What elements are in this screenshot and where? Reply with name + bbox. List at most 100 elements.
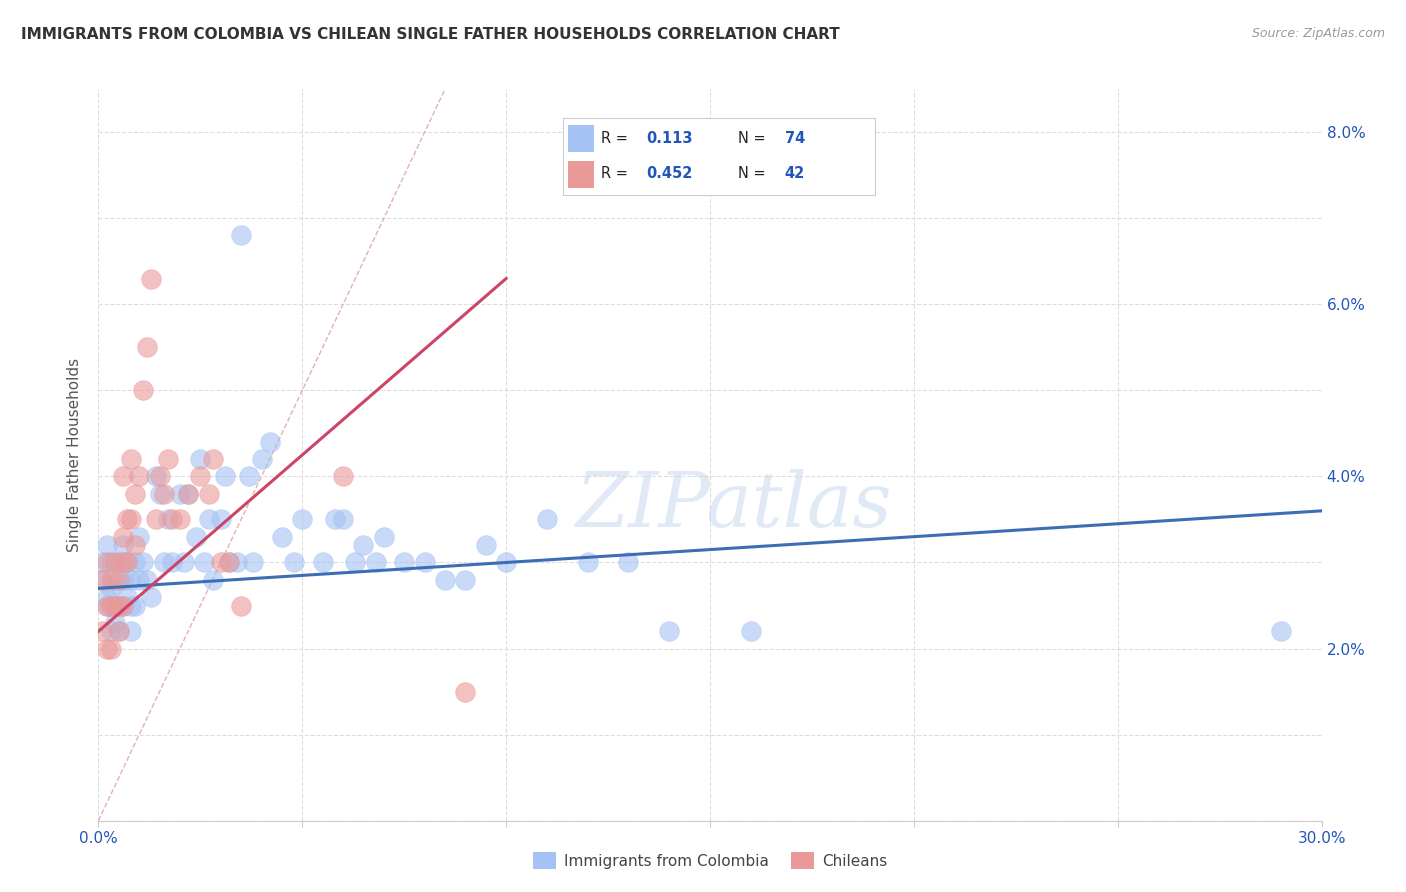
Point [132,384,155,398]
Point [120,599,142,613]
Point [91,556,114,570]
Point [238,469,260,483]
Point [259,435,281,450]
Point [214,469,236,483]
Point [132,556,155,570]
Point [218,556,240,570]
Point [136,340,159,354]
Point [188,452,212,467]
Point [120,573,142,587]
Point [96,641,118,656]
Point [434,573,457,587]
Point [136,573,159,587]
Point [231,228,253,243]
Point [108,624,131,639]
Point [100,582,122,596]
Point [201,452,224,467]
Point [115,556,138,570]
Point [124,556,146,570]
Point [332,512,354,526]
Point [111,530,134,544]
Point [145,469,167,483]
Point [108,599,131,613]
Point [352,538,374,552]
Point [96,556,118,570]
Point [332,469,354,483]
Point [111,556,134,570]
Point [291,512,314,526]
Point [177,486,200,500]
Point [312,556,335,570]
Point [100,624,122,639]
Point [96,538,118,552]
Point [156,512,179,526]
Point [156,452,179,467]
Point [108,573,131,587]
Point [111,599,134,613]
Y-axis label: Single Father Households: Single Father Households [67,358,83,552]
Point [111,469,134,483]
Point [128,530,150,544]
Point [91,573,114,587]
Point [120,624,142,639]
Point [104,615,127,630]
Point [193,556,215,570]
Point [209,512,232,526]
Point [169,512,191,526]
Point [617,556,640,570]
Point [120,452,142,467]
Point [495,556,517,570]
Point [111,538,134,552]
Point [658,624,681,639]
Point [91,573,114,587]
Point [124,599,146,613]
Point [201,573,224,587]
Point [141,590,163,604]
Point [576,556,599,570]
Point [177,486,200,500]
Point [250,452,273,467]
Point [169,486,191,500]
Point [160,512,183,526]
Point [283,556,305,570]
Point [364,556,387,570]
Point [96,599,118,613]
Point [115,512,138,526]
Point [115,590,138,604]
Point [128,469,150,483]
Point [91,624,114,639]
Point [226,556,249,570]
Point [108,556,131,570]
Point [454,684,477,698]
Point [242,556,264,570]
Point [108,624,131,639]
Point [152,486,174,500]
Point [188,469,212,483]
Point [100,641,122,656]
Point [128,573,150,587]
Text: IMMIGRANTS FROM COLOMBIA VS CHILEAN SINGLE FATHER HOUSEHOLDS CORRELATION CHART: IMMIGRANTS FROM COLOMBIA VS CHILEAN SING… [21,27,839,42]
Point [100,573,122,587]
Point [231,599,253,613]
Point [197,486,219,500]
Point [536,512,558,526]
Point [104,599,127,613]
Point [218,556,240,570]
Point [186,530,208,544]
Point [96,590,118,604]
Point [104,599,127,613]
Point [160,556,183,570]
Point [474,538,498,552]
Point [373,530,395,544]
Point [149,469,172,483]
Point [392,556,416,570]
Point [145,512,167,526]
Point [120,512,142,526]
Point [141,271,163,285]
Point [270,530,294,544]
Point [1270,624,1292,639]
Point [413,556,436,570]
Point [173,556,195,570]
Point [454,573,477,587]
Point [96,599,118,613]
